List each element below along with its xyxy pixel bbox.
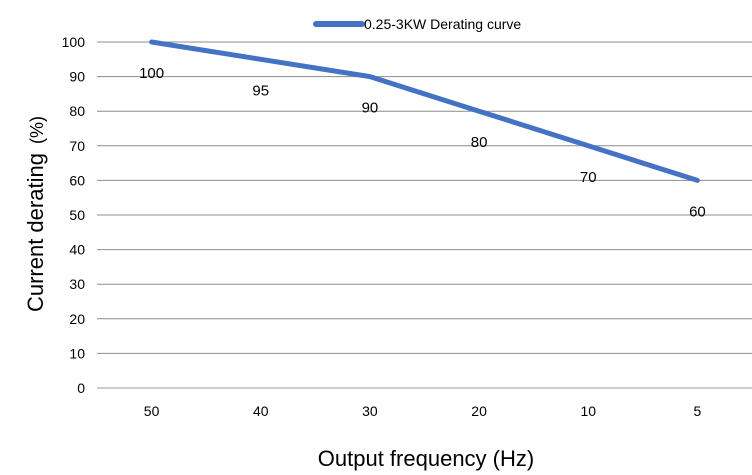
y-tick-labels: 0 10 20 30 40 50 60 70 80 90 100 <box>62 34 86 396</box>
y-tick-label: 60 <box>69 172 85 188</box>
x-tick-label: 20 <box>471 403 487 419</box>
legend-label: 0.25-3KW Derating curve <box>364 16 521 32</box>
y-axis-title-unit: (%) <box>27 116 47 144</box>
y-tick-label: 30 <box>69 276 85 292</box>
y-tick-label: 50 <box>69 207 85 223</box>
y-tick-label: 40 <box>69 242 85 258</box>
data-label: 100 <box>139 65 164 82</box>
data-label: 60 <box>689 203 706 220</box>
data-label: 70 <box>580 169 597 186</box>
data-label: 80 <box>471 134 488 151</box>
y-tick-label: 80 <box>69 103 85 119</box>
data-label: 95 <box>252 82 269 99</box>
x-axis-title: Output frequency (Hz) <box>318 446 534 471</box>
x-tick-label: 5 <box>694 403 702 419</box>
y-tick-label: 70 <box>69 138 85 154</box>
series-group <box>149 39 700 183</box>
gridlines <box>97 41 752 354</box>
x-tick-label: 40 <box>253 403 269 419</box>
x-tick-label: 30 <box>362 403 378 419</box>
series-line <box>149 39 700 183</box>
y-axis-title: Current derating (%) <box>23 116 48 312</box>
x-tick-label: 10 <box>580 403 596 419</box>
y-tick-label: 100 <box>62 34 86 50</box>
legend: 0.25-3KW Derating curve <box>313 16 521 32</box>
y-tick-label: 0 <box>77 380 85 396</box>
data-labels: 100 95 90 80 70 60 <box>139 65 706 220</box>
y-axis-title-main: Current derating <box>23 153 48 312</box>
y-tick-label: 20 <box>69 311 85 327</box>
x-tick-labels: 50 40 30 20 10 5 <box>144 403 702 419</box>
y-tick-label: 10 <box>69 345 85 361</box>
y-tick-label: 90 <box>69 69 85 85</box>
x-tick-label: 50 <box>144 403 160 419</box>
data-label: 90 <box>362 100 379 117</box>
